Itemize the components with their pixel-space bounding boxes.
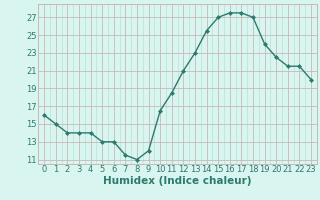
- X-axis label: Humidex (Indice chaleur): Humidex (Indice chaleur): [103, 176, 252, 186]
